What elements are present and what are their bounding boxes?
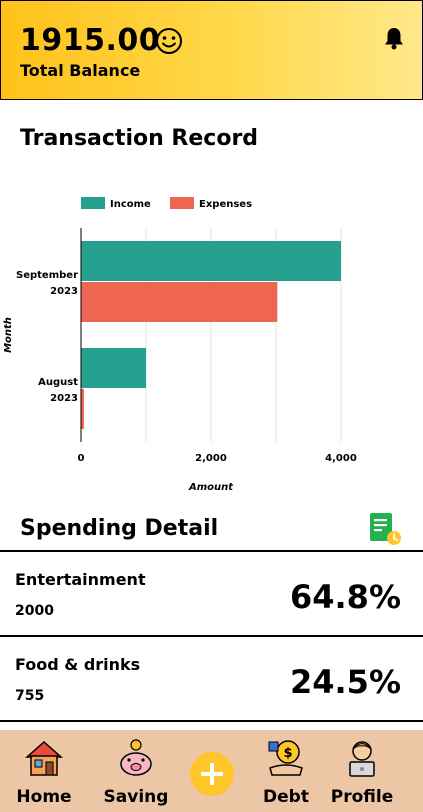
bell-icon[interactable] — [383, 26, 405, 50]
divider — [0, 635, 423, 637]
nav-debt-label: Debt — [263, 787, 309, 807]
spending-category-name: Entertainment — [15, 570, 146, 589]
report-icon[interactable] — [368, 512, 402, 546]
y-tick-label: September — [16, 270, 78, 281]
spending-detail-title: Spending Detail — [20, 516, 219, 541]
transaction-record-title: Transaction Record — [20, 126, 259, 151]
house-icon — [25, 740, 63, 776]
bar — [81, 389, 84, 429]
x-tick-label: 2,000 — [195, 453, 227, 464]
smiley-icon — [156, 28, 182, 54]
bar — [81, 348, 146, 388]
debt-icon: $ — [268, 740, 303, 776]
nav-profile-label: Profile — [330, 787, 394, 807]
nav-saving[interactable]: Saving — [101, 730, 171, 812]
legend-swatch — [170, 197, 194, 209]
x-tick-label: 0 — [78, 453, 85, 464]
add-transaction-button[interactable] — [190, 752, 234, 796]
bar — [81, 282, 278, 322]
total-balance-value: 1915.00 — [20, 23, 161, 58]
transaction-chart: Income Expenses September 2023 August 2023 0 2,… — [0, 180, 423, 500]
balance-header: 1915.00 Total Balance — [0, 0, 423, 100]
x-tick-label: 4,000 — [325, 453, 357, 464]
bar — [81, 241, 341, 281]
x-axis-label: Amount — [188, 482, 234, 493]
y-tick-label: August — [38, 377, 78, 388]
divider — [0, 550, 423, 552]
divider — [0, 720, 423, 722]
piggy-bank-icon — [120, 739, 152, 776]
legend-label: Income — [110, 199, 151, 210]
total-balance-label: Total Balance — [20, 61, 141, 80]
nav-home[interactable]: Home — [9, 730, 79, 812]
svg-text:$: $ — [283, 746, 292, 761]
spending-category-name: Food & drinks — [15, 655, 141, 674]
nav-home-label: Home — [16, 787, 72, 807]
plus-icon — [201, 763, 223, 785]
nav-profile[interactable]: Profile — [327, 730, 397, 812]
transaction-chart-svg: Income Expenses September 2023 August 2023 0 2,… — [3, 197, 357, 493]
nav-debt[interactable]: $ Debt — [251, 730, 321, 812]
spending-category-amount: 755 — [15, 688, 45, 704]
user-laptop-icon — [349, 741, 375, 777]
y-tick-label: 2023 — [50, 393, 78, 404]
spending-category-percent: 24.5% — [289, 663, 401, 701]
y-tick-label: 2023 — [50, 286, 78, 297]
legend-swatch — [81, 197, 105, 209]
y-axis-label: Month — [3, 317, 14, 353]
legend-label: Expenses — [199, 199, 252, 210]
spending-category-percent: 64.8% — [289, 578, 401, 616]
nav-saving-label: Saving — [103, 787, 169, 807]
spending-category-amount: 2000 — [15, 603, 54, 619]
